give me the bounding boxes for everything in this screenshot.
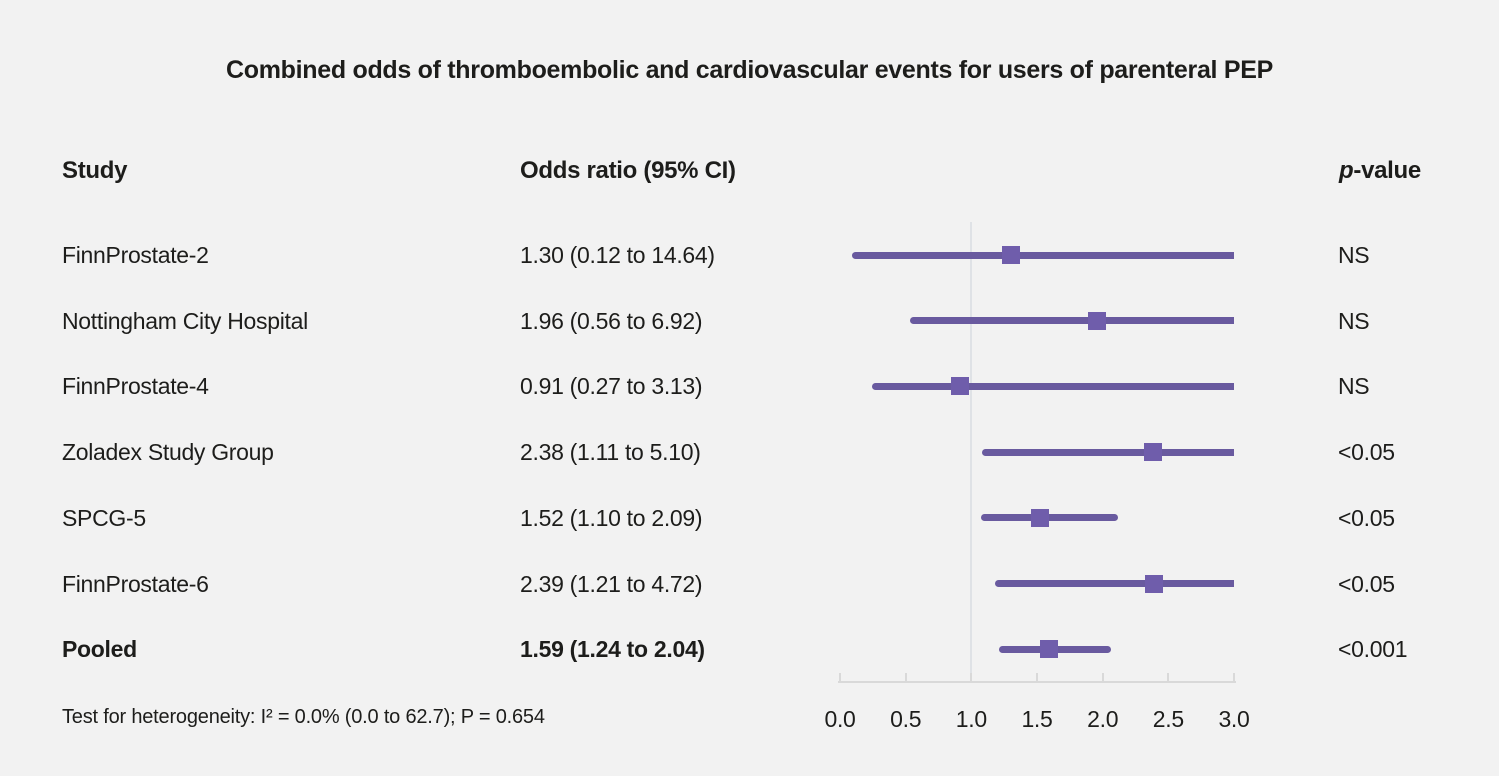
ci-line: [995, 580, 1234, 587]
odds-ratio-value: 1.52 (1.10 to 2.09): [520, 504, 703, 531]
p-value: <0.05: [1338, 504, 1395, 531]
x-axis-tick: [1101, 673, 1104, 683]
odds-ratio-value: 2.38 (1.11 to 5.10): [520, 439, 701, 466]
p-value: NS: [1338, 242, 1370, 268]
or-marker: [1088, 311, 1107, 330]
p-value: <0.001: [1338, 636, 1408, 663]
p-value-header-suffix: -value: [1353, 157, 1421, 184]
p-value: <0.05: [1338, 570, 1395, 597]
column-header-odds-ratio: Odds ratio (95% CI): [520, 157, 736, 184]
study-label: SPCG-5: [62, 504, 146, 531]
ci-line: [982, 448, 1234, 456]
p-value: <0.05: [1338, 439, 1395, 466]
p-value: NS: [1338, 307, 1370, 334]
odds-ratio-value: 1.96 (0.56 to 6.92): [520, 307, 703, 334]
study-label: Nottingham City Hospital: [62, 307, 308, 334]
x-axis-tick: [1167, 673, 1170, 683]
ci-line: [871, 382, 1234, 390]
odds-ratio-value: 1.30 (0.12 to 14.64): [520, 242, 715, 268]
odds-ratio-value: 1.59 (1.24 to 2.04): [520, 636, 705, 663]
x-axis-tick-label: 0.0: [824, 706, 856, 732]
p-value: NS: [1338, 373, 1370, 400]
x-axis-tick: [839, 673, 841, 683]
study-label: FinnProstate-2: [62, 242, 209, 268]
x-axis-tick-label: 2.5: [1152, 706, 1184, 732]
or-marker: [1030, 508, 1049, 527]
x-axis-tick-label: 1.5: [1021, 706, 1053, 732]
reference-line: [970, 222, 973, 683]
study-label: FinnProstate-4: [62, 373, 209, 400]
heterogeneity-note: Test for heterogeneity: I² = 0.0% (0.0 t…: [62, 706, 545, 728]
or-marker: [1039, 640, 1058, 659]
study-label: Zoladex Study Group: [62, 439, 274, 466]
x-axis-tick-label: 3.0: [1218, 706, 1250, 732]
study-label: FinnProstate-6: [62, 570, 209, 597]
x-axis-tick-label: 2.0: [1087, 706, 1119, 732]
x-axis-tick: [904, 673, 907, 683]
x-axis-tick: [1035, 673, 1038, 683]
study-label: Pooled: [62, 636, 137, 663]
x-axis-tick-label: 0.5: [890, 706, 922, 732]
or-marker: [1143, 443, 1162, 462]
p-value-header-p: p: [1339, 157, 1354, 184]
ci-line: [852, 251, 1234, 259]
x-axis-tick: [1232, 673, 1235, 683]
column-header-p-value: p-value: [1339, 157, 1421, 185]
ci-line: [980, 514, 1118, 522]
or-marker: [1001, 246, 1020, 264]
odds-ratio-value: 2.39 (1.21 to 4.72): [520, 570, 703, 597]
x-axis-tick-label: 1.0: [955, 706, 987, 732]
or-marker: [1144, 574, 1163, 593]
x-axis-tick: [970, 673, 973, 683]
chart-title: Combined odds of thromboembolic and card…: [226, 56, 1273, 84]
column-header-study: Study: [62, 157, 128, 184]
odds-ratio-value: 0.91 (0.27 to 3.13): [520, 373, 703, 400]
or-marker: [950, 377, 969, 396]
ci-line: [910, 317, 1234, 325]
